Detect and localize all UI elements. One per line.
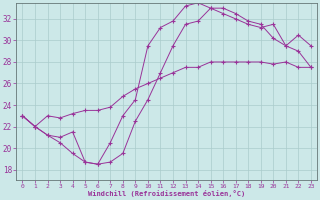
X-axis label: Windchill (Refroidissement éolien,°C): Windchill (Refroidissement éolien,°C) <box>88 190 245 197</box>
